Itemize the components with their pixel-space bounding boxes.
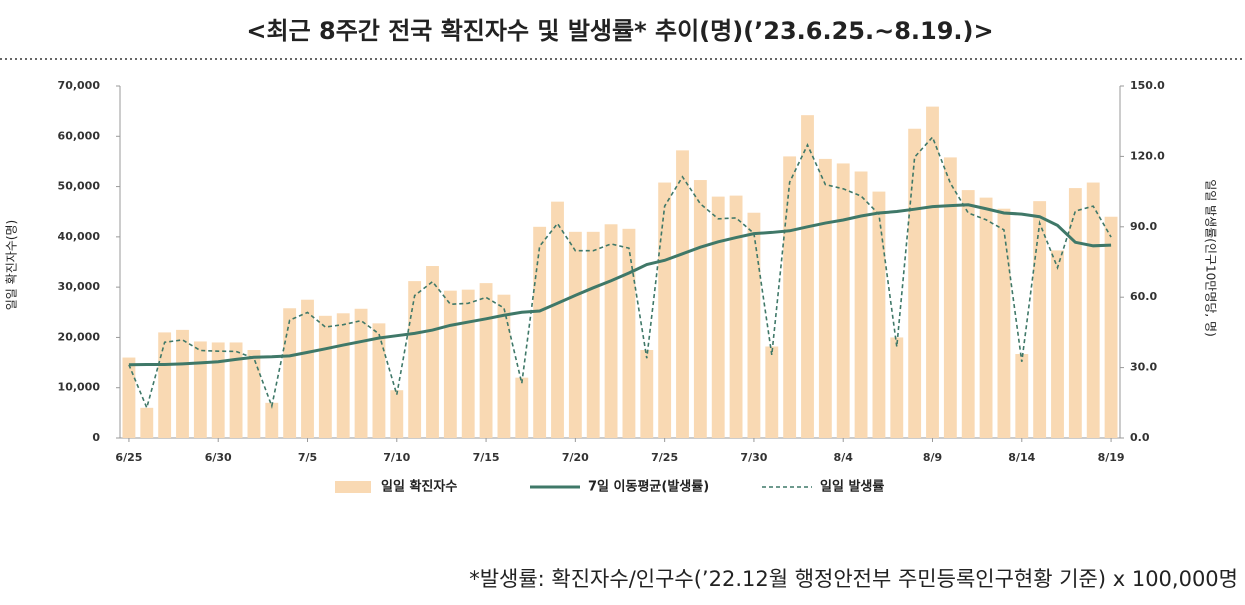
- legend-label: 일일 확진자수: [381, 479, 457, 495]
- bar: [836, 163, 850, 438]
- y2-tick-label: 150.0: [1130, 79, 1165, 92]
- bar: [426, 266, 439, 438]
- x-tick-label: 7/20: [562, 451, 589, 464]
- bar: [890, 337, 904, 438]
- y-tick-label: 50,000: [58, 180, 101, 193]
- bar: [640, 350, 654, 438]
- bar: [622, 228, 636, 438]
- bar: [354, 308, 368, 438]
- bar: [979, 197, 993, 438]
- legend-label: 7일 이동평균(발생률): [588, 479, 709, 495]
- bar: [872, 191, 886, 438]
- bar: [497, 294, 511, 438]
- y2-tick-label: 90.0: [1130, 220, 1157, 233]
- bar: [801, 115, 814, 438]
- bar: [1068, 188, 1082, 438]
- y2-tick-label: 120.0: [1130, 149, 1165, 162]
- bar: [408, 281, 422, 438]
- y2-tick-label: 0.0: [1130, 431, 1150, 444]
- bar: [229, 342, 243, 438]
- bar: [1033, 201, 1047, 438]
- dashed-line: [128, 135, 1112, 411]
- bar: [997, 208, 1011, 438]
- bar: [961, 190, 975, 438]
- bar: [711, 196, 725, 438]
- bar: [854, 171, 868, 438]
- bar: [568, 231, 582, 438]
- y-tick-label: 10,000: [58, 381, 101, 394]
- bar: [461, 289, 475, 438]
- y-tick-label: 20,000: [58, 330, 101, 343]
- y-tick-label: 30,000: [58, 280, 101, 293]
- x-tick-label: 7/25: [651, 451, 678, 464]
- x-tick-label: 7/30: [740, 451, 767, 464]
- bar: [551, 201, 564, 438]
- x-tick-label: 7/10: [383, 451, 410, 464]
- bar: [1015, 354, 1029, 438]
- y2-axis-label: 일일 발생률(인구10만명당, 명): [1204, 179, 1218, 337]
- y-tick-label: 0: [92, 431, 100, 444]
- bar: [176, 329, 189, 438]
- legend-label: 일일 발생률: [820, 479, 884, 495]
- bar: [193, 341, 207, 438]
- y-tick-label: 40,000: [58, 230, 101, 243]
- line: [128, 203, 1112, 367]
- x-tick-label: 8/19: [1098, 451, 1125, 464]
- bar: [515, 377, 529, 438]
- y-axis-label: 일일 확진자수(명): [5, 220, 19, 310]
- bar: [443, 290, 457, 438]
- legend-swatch: [335, 481, 371, 493]
- y-tick-label: 60,000: [58, 129, 101, 142]
- bar: [122, 357, 136, 438]
- bar: [604, 224, 618, 438]
- bar: [283, 308, 297, 438]
- bar: [783, 156, 797, 438]
- x-tick-label: 8/9: [923, 451, 942, 464]
- bar: [586, 231, 600, 438]
- bar: [265, 402, 279, 438]
- bar: [247, 350, 261, 438]
- bar: [479, 283, 493, 438]
- x-tick-label: 6/25: [115, 451, 142, 464]
- bar: [747, 212, 761, 438]
- bar: [158, 332, 172, 438]
- bar: [301, 299, 314, 438]
- bar: [390, 390, 404, 438]
- bar: [211, 342, 225, 438]
- bar: [533, 226, 547, 438]
- bar: [1104, 216, 1118, 438]
- x-tick-label: 8/4: [834, 451, 854, 464]
- bar: [818, 158, 832, 438]
- bar: [1051, 250, 1064, 438]
- chart-title: <최근 8주간 전국 확진자수 및 발생률* 추이(명)(’23.6.25.~8…: [246, 17, 993, 45]
- bar: [658, 182, 672, 438]
- x-tick-label: 6/30: [205, 451, 232, 464]
- x-tick-label: 8/14: [1008, 451, 1035, 464]
- y-tick-label: 70,000: [58, 79, 101, 92]
- y2-tick-label: 60.0: [1130, 290, 1157, 303]
- bar: [765, 346, 779, 438]
- bar: [926, 106, 939, 439]
- bar: [336, 313, 350, 438]
- bar: [140, 407, 154, 438]
- bar: [318, 315, 332, 438]
- bar: [943, 157, 957, 439]
- bar: [372, 323, 386, 438]
- y2-tick-label: 30.0: [1130, 361, 1157, 374]
- x-tick-label: 7/15: [473, 451, 500, 464]
- footnote: *발생률: 확진자수/인구수(’22.12월 행정안전부 주민등록인구현황 기준…: [469, 567, 1238, 591]
- bar: [693, 180, 707, 438]
- bar: [908, 128, 922, 438]
- x-tick-label: 7/5: [298, 451, 317, 464]
- bar: [676, 150, 689, 438]
- bar: [729, 195, 743, 438]
- bar: [1086, 182, 1100, 438]
